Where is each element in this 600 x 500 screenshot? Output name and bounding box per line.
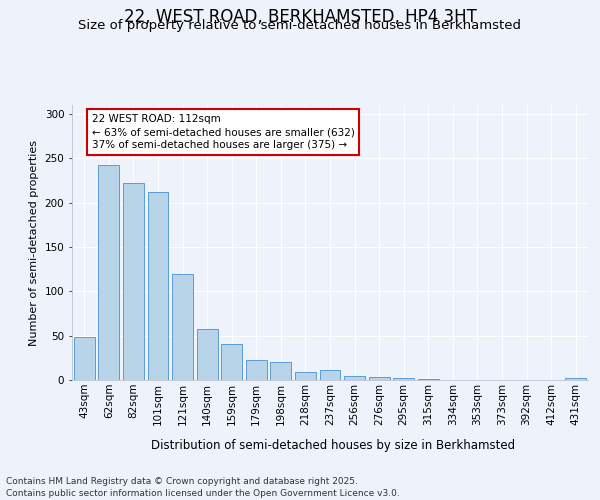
Text: Distribution of semi-detached houses by size in Berkhamsted: Distribution of semi-detached houses by …	[151, 440, 515, 452]
Bar	[221, 344, 242, 380]
Bar	[123, 183, 144, 380]
Bar	[295, 372, 316, 380]
Text: Contains HM Land Registry data © Crown copyright and database right 2025.
Contai: Contains HM Land Registry data © Crown c…	[6, 476, 400, 498]
Bar	[197, 328, 218, 380]
Y-axis label: Number of semi-detached properties: Number of semi-detached properties	[29, 140, 39, 346]
Bar	[74, 338, 95, 380]
Bar	[246, 360, 267, 380]
Bar	[418, 379, 439, 380]
Bar	[320, 370, 340, 380]
Bar	[344, 376, 365, 380]
Text: Size of property relative to semi-detached houses in Berkhamsted: Size of property relative to semi-detach…	[79, 19, 521, 32]
Bar	[565, 378, 586, 380]
Bar	[148, 192, 169, 380]
Text: 22 WEST ROAD: 112sqm
← 63% of semi-detached houses are smaller (632)
37% of semi: 22 WEST ROAD: 112sqm ← 63% of semi-detac…	[92, 114, 355, 150]
Bar	[393, 378, 414, 380]
Text: 22, WEST ROAD, BERKHAMSTED, HP4 3HT: 22, WEST ROAD, BERKHAMSTED, HP4 3HT	[124, 8, 476, 26]
Bar	[368, 378, 389, 380]
Bar	[98, 166, 119, 380]
Bar	[172, 274, 193, 380]
Bar	[271, 362, 292, 380]
